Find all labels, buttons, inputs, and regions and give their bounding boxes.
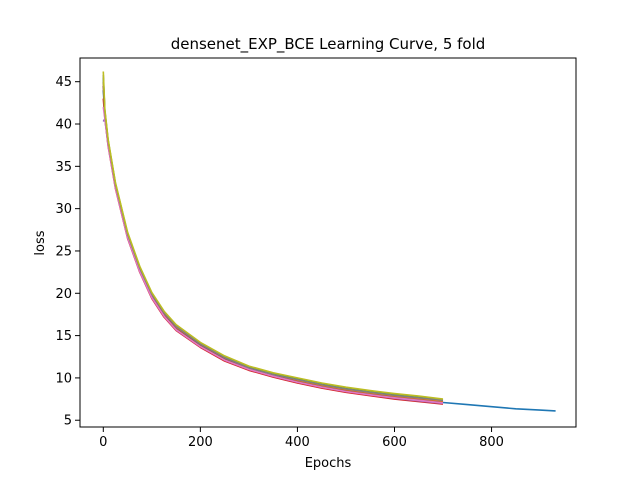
y-tick-label: 30 xyxy=(55,202,72,217)
x-tick-label: 600 xyxy=(382,435,407,450)
y-tick-label: 25 xyxy=(55,244,72,259)
x-tick-label: 800 xyxy=(479,435,504,450)
series-line-7 xyxy=(102,106,444,404)
y-tick-label: 20 xyxy=(55,287,72,302)
y-tick-label: 35 xyxy=(55,160,72,175)
y-tick-label: 40 xyxy=(55,118,72,133)
series-layer xyxy=(102,71,556,412)
x-tick-label: 200 xyxy=(188,435,213,450)
y-tick-label: 10 xyxy=(55,371,72,386)
plot-frame xyxy=(79,57,577,428)
x-tick-label: 400 xyxy=(285,435,310,450)
series-line-9 xyxy=(102,71,444,400)
x-axis: 0 200 400 600 800 xyxy=(99,427,504,450)
y-tick-label: 5 xyxy=(64,414,72,429)
x-axis-label: Epochs xyxy=(305,456,352,471)
x-tick-label: 0 xyxy=(99,435,107,450)
y-tick-label: 45 xyxy=(55,75,72,90)
y-axis: 5 10 15 20 25 30 35 40 45 xyxy=(55,75,80,429)
y-axis-label: loss xyxy=(33,230,48,255)
chart-title: densenet_EXP_BCE Learning Curve, 5 fold xyxy=(171,35,486,54)
y-tick-label: 15 xyxy=(55,329,72,344)
